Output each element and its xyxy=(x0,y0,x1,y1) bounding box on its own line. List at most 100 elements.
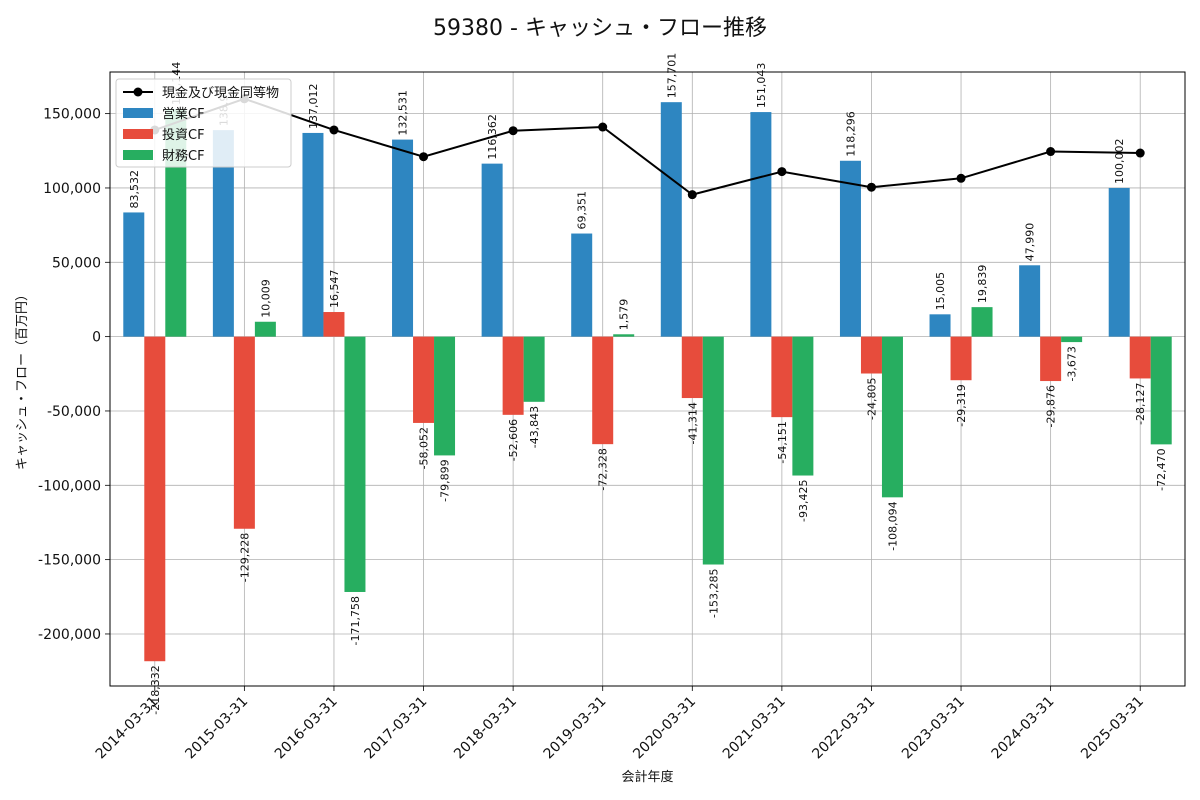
bar-財務CF xyxy=(792,336,814,476)
bar-営業CF xyxy=(481,163,503,337)
legend-label: 営業CF xyxy=(162,106,205,122)
x-tick-label: 2019-03-31 xyxy=(541,694,610,763)
data-label: 151,043 xyxy=(755,63,768,109)
bar-財務CF xyxy=(881,336,903,498)
x-tick-label: 2020-03-31 xyxy=(630,694,699,763)
bar-投資CF xyxy=(233,336,255,529)
data-label: 47,990 xyxy=(1024,223,1037,262)
data-label: 100,002 xyxy=(1113,138,1126,184)
data-label: -43,843 xyxy=(528,406,541,448)
data-label: 19,839 xyxy=(976,265,989,304)
data-label: 118,296 xyxy=(844,111,857,157)
y-tick-label: -50,000 xyxy=(47,404,101,420)
x-tick-label: 2023-03-31 xyxy=(899,694,968,763)
cash-line-point xyxy=(1135,148,1145,158)
bar-財務CF xyxy=(702,336,724,565)
data-label: -72,328 xyxy=(597,448,610,490)
data-label: -24,805 xyxy=(865,378,878,420)
data-label: -218,332 xyxy=(149,665,162,714)
y-tick-label: -150,000 xyxy=(38,553,101,569)
bar-営業CF xyxy=(302,132,324,337)
bar-財務CF xyxy=(254,321,276,337)
data-labels: 83,532138,9137,012132,531116,36269,35115… xyxy=(128,53,1168,715)
data-label: 10,009 xyxy=(259,279,272,318)
bar-営業CF xyxy=(123,212,145,337)
legend-bar-swatch xyxy=(123,150,153,160)
data-label: -54,151 xyxy=(776,421,789,463)
data-label: -171,758 xyxy=(349,596,362,645)
bar-営業CF xyxy=(929,314,951,337)
x-tick-label: 2022-03-31 xyxy=(809,694,878,763)
cash-line-point xyxy=(687,190,697,200)
bar-投資CF xyxy=(144,336,166,662)
data-label: -129,228 xyxy=(238,533,251,582)
legend-marker xyxy=(133,87,143,97)
bar-投資CF xyxy=(502,336,524,415)
bar-投資CF xyxy=(1040,336,1062,382)
bar-営業CF xyxy=(750,112,772,337)
data-label: 157,701 xyxy=(665,53,678,99)
data-label: 15,005 xyxy=(934,272,947,311)
data-label: -29,876 xyxy=(1045,385,1058,427)
data-label: 16,547 xyxy=(328,270,341,309)
data-label: -29,319 xyxy=(955,384,968,426)
data-label: 132,531 xyxy=(397,90,410,136)
bar-投資CF xyxy=(681,336,703,399)
y-tick-label: -100,000 xyxy=(38,478,101,494)
cash-line-point xyxy=(866,182,876,192)
x-tick-label: 2018-03-31 xyxy=(451,694,520,763)
legend-bar-swatch xyxy=(123,129,153,139)
bar-marks xyxy=(123,102,1172,662)
y-tick-label: 150,000 xyxy=(43,107,101,123)
data-label: -58,052 xyxy=(418,427,431,469)
y-tick-label: 100,000 xyxy=(43,181,101,197)
bar-財務CF xyxy=(1061,336,1083,343)
legend-bar-swatch xyxy=(123,108,153,118)
data-label: 137,012 xyxy=(307,83,320,129)
x-tick-label: 2021-03-31 xyxy=(720,694,789,763)
legend-label: 財務CF xyxy=(162,149,205,164)
data-label: 116,362 xyxy=(486,114,499,160)
bar-営業CF xyxy=(1019,265,1041,337)
data-label: -3,673 xyxy=(1066,346,1079,381)
bar-営業CF xyxy=(571,233,593,337)
x-tick-label: 2015-03-31 xyxy=(182,694,251,763)
data-label: -28,127 xyxy=(1134,382,1147,424)
y-tick-label: -200,000 xyxy=(38,627,101,643)
bar-営業CF xyxy=(660,102,682,337)
cash-line-point xyxy=(508,126,518,136)
data-label: -79,899 xyxy=(439,459,452,501)
x-tick-label: 2016-03-31 xyxy=(272,694,341,763)
cash-line-point xyxy=(598,122,608,132)
cash-line-point xyxy=(329,125,339,135)
x-axis-label: 会計年度 xyxy=(621,769,673,785)
y-tick-label: 0 xyxy=(92,330,101,346)
cash-line xyxy=(150,94,1145,200)
cash-line-point xyxy=(1046,147,1056,157)
data-label: -52,606 xyxy=(507,419,520,461)
y-axis-label: キャッシュ・フロー（百万円） xyxy=(15,288,30,470)
legend-box xyxy=(115,78,292,168)
x-tick-label: 2017-03-31 xyxy=(362,694,431,763)
bar-営業CF xyxy=(212,130,234,337)
bar-営業CF xyxy=(1108,187,1130,337)
legend-label: 投資CF xyxy=(162,127,205,143)
bar-財務CF xyxy=(1150,336,1172,445)
chart-title: 59380 - キャッシュ・フロー推移 xyxy=(433,16,767,41)
x-tick-label: 2014-03-31 xyxy=(93,694,162,763)
bar-投資CF xyxy=(323,312,345,337)
bar-財務CF xyxy=(613,334,635,337)
bar-投資CF xyxy=(950,336,972,381)
data-label: -93,425 xyxy=(797,480,810,522)
legend-label: 現金及び現金同等物 xyxy=(162,85,279,101)
data-label: 1,579 xyxy=(618,299,631,331)
data-label: -153,285 xyxy=(707,569,720,618)
x-tick-label: 2024-03-31 xyxy=(989,694,1058,763)
bar-投資CF xyxy=(771,336,793,418)
x-tick-label: 2025-03-31 xyxy=(1078,694,1147,763)
data-label: 83,532 xyxy=(128,170,141,209)
cash-line-point xyxy=(419,152,429,162)
bar-財務CF xyxy=(434,336,456,456)
bar-投資CF xyxy=(1129,336,1151,379)
y-tick-label: 50,000 xyxy=(52,255,101,271)
